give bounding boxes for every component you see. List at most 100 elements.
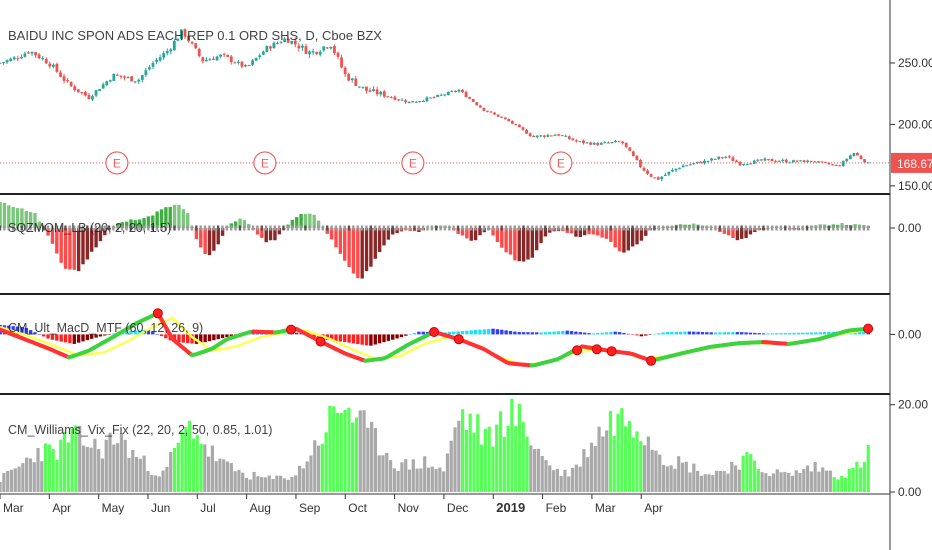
vix-bar[interactable] <box>407 469 412 492</box>
vix-bar[interactable] <box>563 469 567 492</box>
momentum-bar[interactable] <box>373 228 377 259</box>
vix-bar[interactable] <box>32 462 36 492</box>
macd-histogram-bar[interactable] <box>774 333 779 335</box>
momentum-bar[interactable] <box>840 222 844 228</box>
momentum-bar[interactable] <box>68 228 72 270</box>
macd-histogram-bar[interactable] <box>748 332 753 335</box>
candle-body[interactable] <box>532 136 536 138</box>
candle-body[interactable] <box>215 56 219 61</box>
macd-histogram-bar[interactable] <box>635 334 639 336</box>
candle-body[interactable] <box>624 142 628 147</box>
macd-histogram-bar[interactable] <box>630 334 635 335</box>
momentum-bar[interactable] <box>526 228 530 260</box>
candle-body[interactable] <box>226 54 230 57</box>
candle-body[interactable] <box>809 160 813 162</box>
candle-body[interactable] <box>514 124 518 126</box>
macd-histogram-bar[interactable] <box>391 334 395 340</box>
macd-cross-marker[interactable] <box>315 336 326 347</box>
macd-histogram-bar[interactable] <box>534 332 539 335</box>
momentum-bar[interactable] <box>15 208 20 228</box>
macd-histogram-bar[interactable] <box>129 330 133 335</box>
vix-bar[interactable] <box>237 469 241 492</box>
vix-bar[interactable] <box>214 461 218 492</box>
vix-bar[interactable] <box>225 461 230 492</box>
macd-histogram-bar[interactable] <box>343 334 347 343</box>
candle-body[interactable] <box>176 39 180 41</box>
candle-body[interactable] <box>73 86 77 91</box>
vix-bar[interactable] <box>108 432 112 492</box>
candle-body[interactable] <box>667 171 671 175</box>
momentum-bar[interactable] <box>194 228 199 240</box>
macd-histogram-bar[interactable] <box>613 331 617 335</box>
macd-cross-marker[interactable] <box>591 344 602 355</box>
momentum-bar[interactable] <box>299 214 303 228</box>
momentum-bar[interactable] <box>744 228 748 238</box>
vix-bar[interactable] <box>260 477 264 492</box>
candle-body[interactable] <box>710 158 713 161</box>
vix-bar[interactable] <box>415 468 419 492</box>
vix-bar[interactable] <box>100 458 105 492</box>
momentum-bar[interactable] <box>513 228 517 261</box>
macd-histogram-bar[interactable] <box>15 326 20 335</box>
vix-bar[interactable] <box>241 472 245 492</box>
candle-body[interactable] <box>137 79 141 82</box>
vix-bar[interactable] <box>89 447 93 492</box>
momentum-bar[interactable] <box>521 228 526 262</box>
momentum-bar[interactable] <box>539 228 543 244</box>
macd-histogram-bar[interactable] <box>731 332 735 335</box>
candle-body[interactable] <box>863 159 866 163</box>
macd-histogram-bar[interactable] <box>28 330 33 335</box>
vix-bar[interactable] <box>354 417 359 492</box>
vix-bar[interactable] <box>116 443 120 492</box>
momentum-bar[interactable] <box>386 228 391 240</box>
vix-bar[interactable] <box>790 475 795 492</box>
macd-histogram-bar[interactable] <box>539 332 543 335</box>
candle-body[interactable] <box>688 164 692 166</box>
momentum-bar[interactable] <box>574 228 578 237</box>
candle-body[interactable] <box>841 161 845 167</box>
momentum-bar[interactable] <box>312 214 316 228</box>
macd-histogram-bar[interactable] <box>705 332 709 335</box>
macd-histogram-bar[interactable] <box>713 332 718 335</box>
candle-body[interactable] <box>628 147 632 151</box>
candle-body[interactable] <box>564 135 568 137</box>
momentum-bar[interactable] <box>517 228 521 262</box>
momentum-bar[interactable] <box>726 228 731 236</box>
macd-histogram-bar[interactable] <box>486 329 491 335</box>
candle-body[interactable] <box>759 159 763 161</box>
momentum-bar[interactable] <box>290 219 295 228</box>
candle-body[interactable] <box>742 164 746 166</box>
vix-bar[interactable] <box>207 456 211 492</box>
macd-histogram-bar[interactable] <box>316 334 321 339</box>
candle-body[interactable] <box>607 142 610 144</box>
candle-body[interactable] <box>681 165 685 168</box>
macd-histogram-bar[interactable] <box>185 334 190 344</box>
candle-body[interactable] <box>703 160 706 164</box>
macd-histogram-bar[interactable] <box>600 332 604 335</box>
vix-bar[interactable] <box>381 455 385 492</box>
candle-body[interactable] <box>500 116 504 118</box>
candle-body[interactable] <box>27 52 30 54</box>
vix-bar[interactable] <box>631 437 635 492</box>
candle-body[interactable] <box>542 135 546 137</box>
macd-histogram-bar[interactable] <box>229 334 234 337</box>
momentum-bar[interactable] <box>364 228 369 272</box>
vix-bar[interactable] <box>783 471 787 492</box>
candle-body[interactable] <box>656 177 660 180</box>
momentum-bar[interactable] <box>731 228 735 238</box>
candle-body[interactable] <box>119 75 123 77</box>
candle-body[interactable] <box>752 160 756 164</box>
momentum-bar[interactable] <box>120 222 124 228</box>
momentum-bar[interactable] <box>24 211 28 228</box>
vix-bar[interactable] <box>252 471 256 492</box>
vix-bar[interactable] <box>502 436 506 492</box>
momentum-bar[interactable] <box>124 221 129 228</box>
macd-histogram-bar[interactable] <box>561 330 565 335</box>
vix-bar[interactable] <box>13 468 17 492</box>
candle-body[interactable] <box>781 159 785 162</box>
macd-histogram-bar[interactable] <box>639 334 644 337</box>
momentum-bar[interactable] <box>260 228 264 238</box>
candle-body[interactable] <box>639 159 642 168</box>
momentum-bar[interactable] <box>85 228 90 260</box>
momentum-bar[interactable] <box>303 213 308 228</box>
